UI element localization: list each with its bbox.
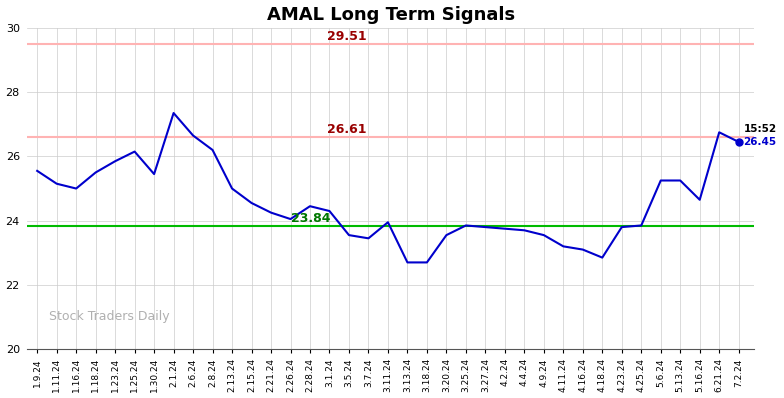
Text: 29.51: 29.51 <box>328 30 367 43</box>
Text: 26.45: 26.45 <box>743 137 777 147</box>
Text: 23.84: 23.84 <box>292 212 331 225</box>
Text: Stock Traders Daily: Stock Traders Daily <box>49 310 170 324</box>
Title: AMAL Long Term Signals: AMAL Long Term Signals <box>267 6 515 23</box>
Point <box>732 139 745 145</box>
Text: 26.61: 26.61 <box>328 123 367 136</box>
Text: 15:52: 15:52 <box>743 124 777 134</box>
